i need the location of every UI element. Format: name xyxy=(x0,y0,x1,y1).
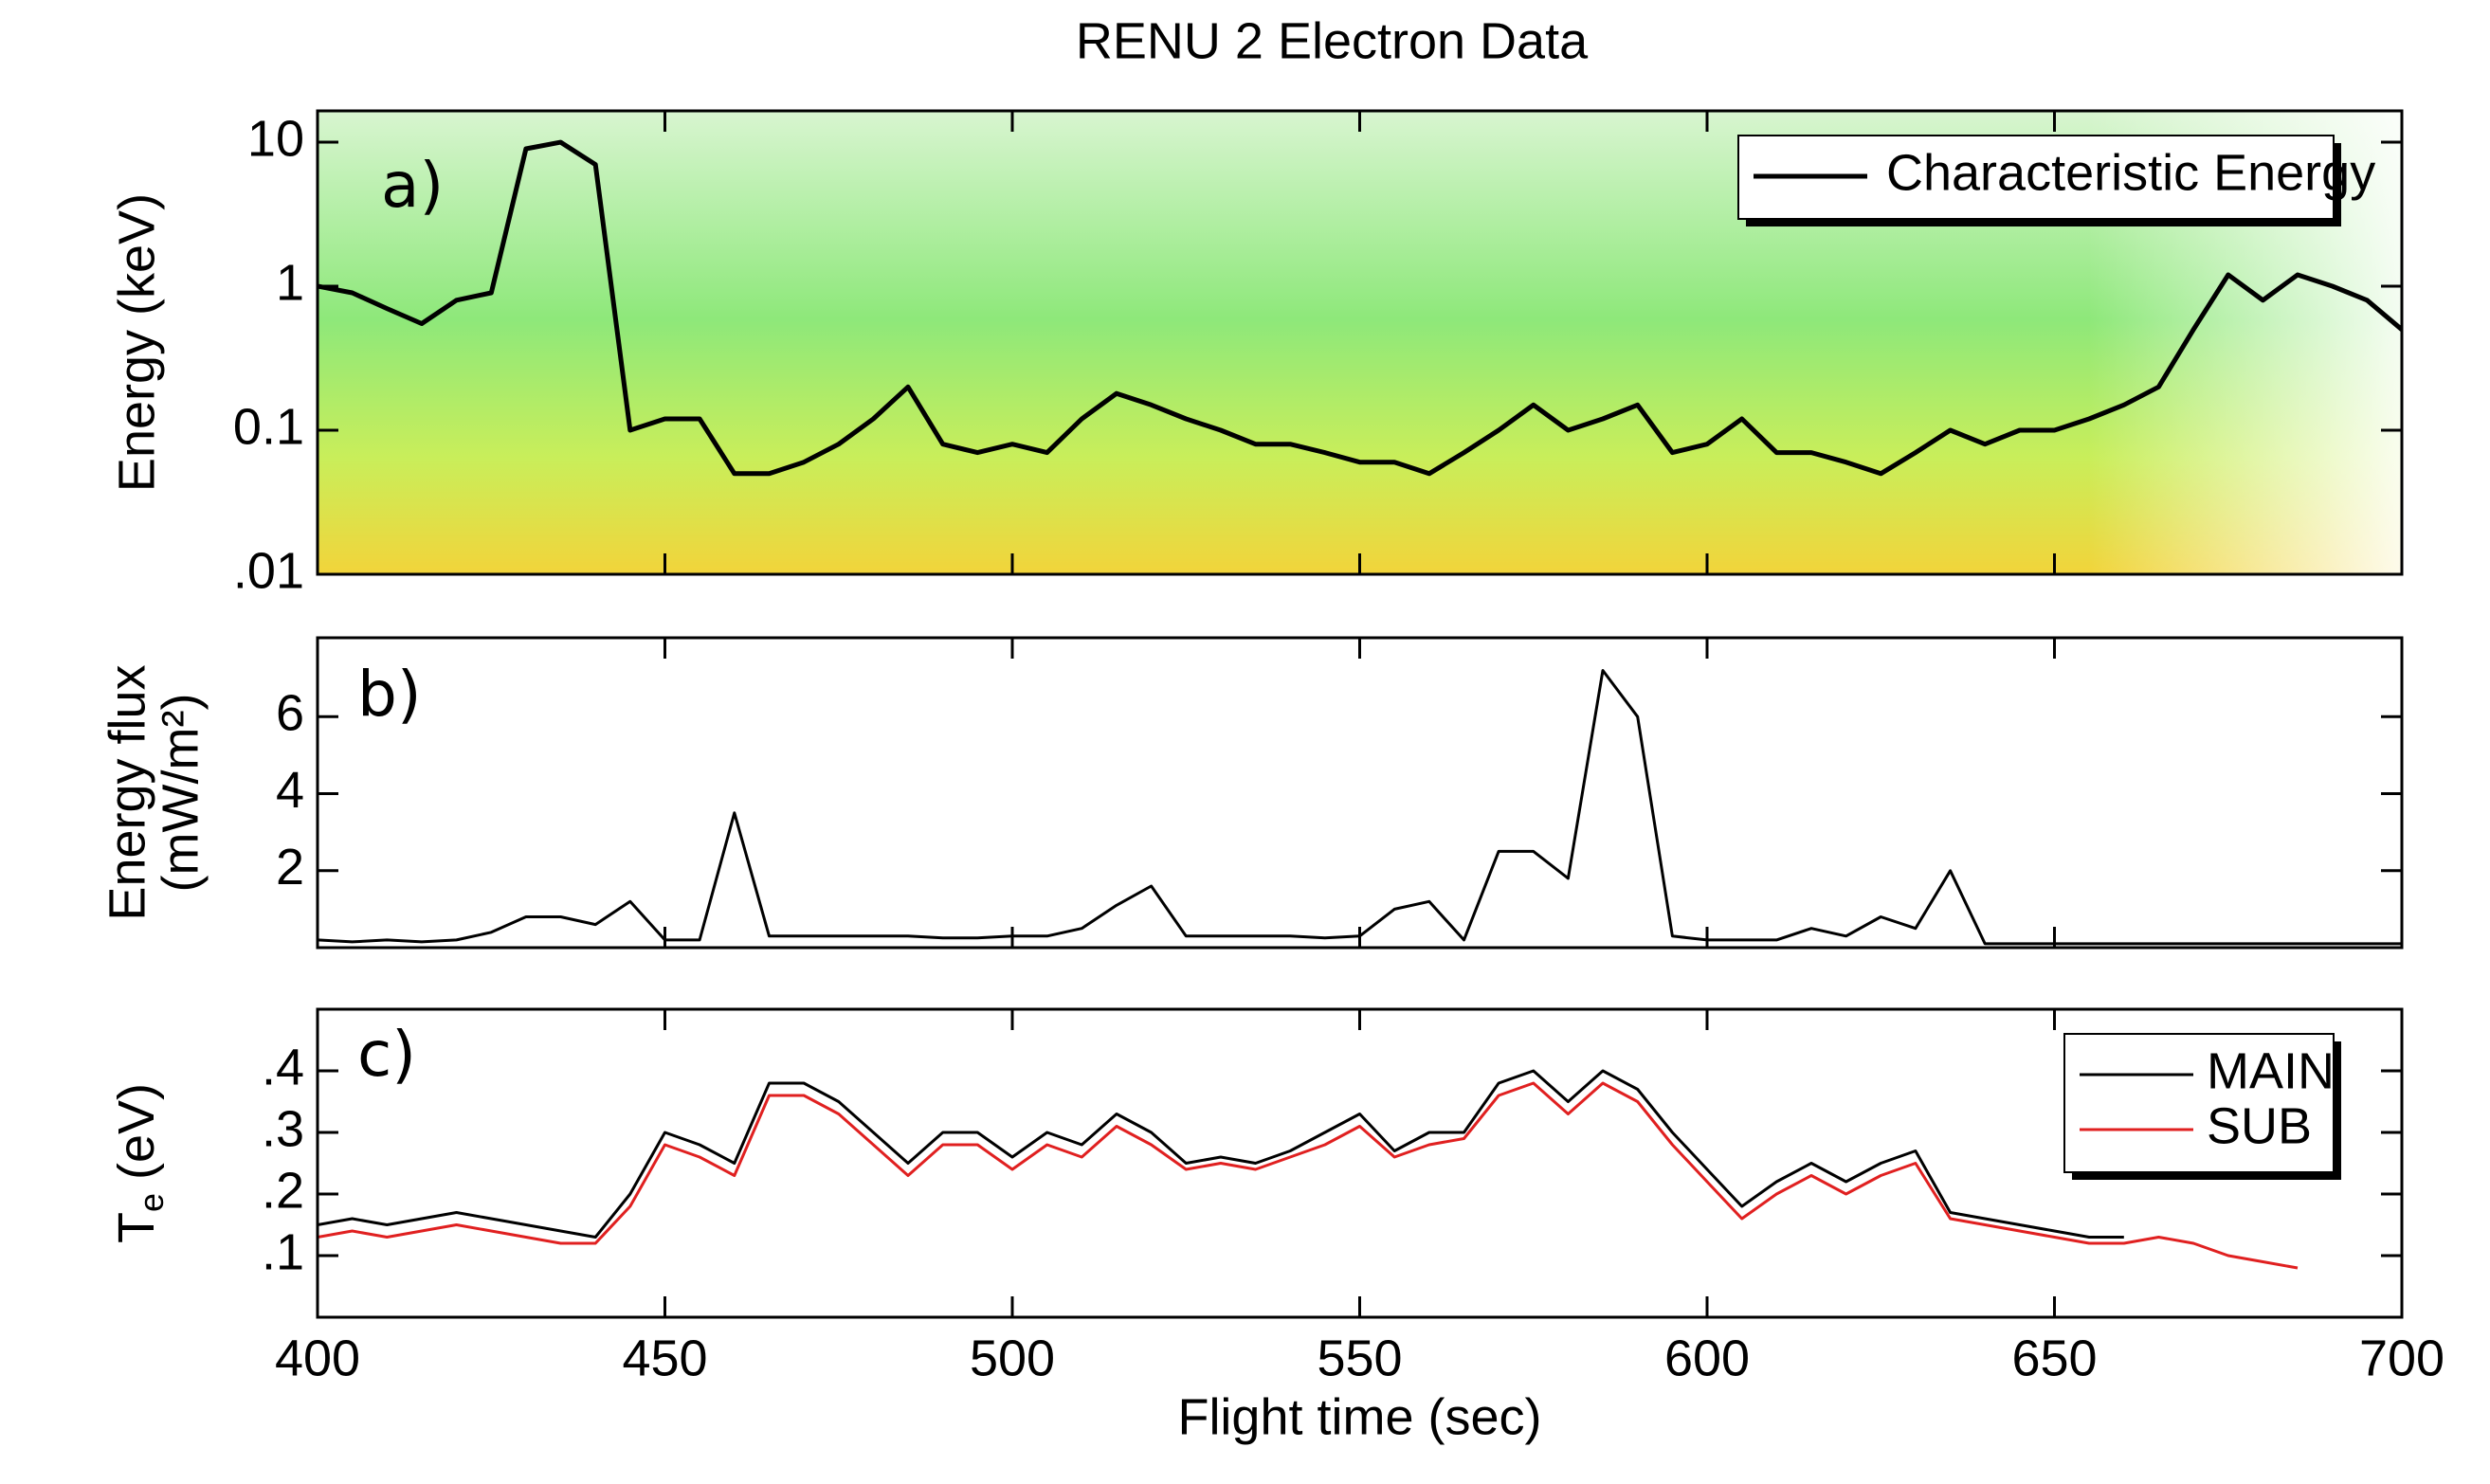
plot-area xyxy=(318,1069,2299,1270)
y-axis-label-part: e xyxy=(132,1193,171,1212)
panel-label: b) xyxy=(357,658,422,731)
y-tick-label: 6 xyxy=(276,685,304,742)
y-tick-label: .1 xyxy=(262,1223,304,1280)
plots: 10 1 0.1 .01 a) Energy (keV) Characteristic En… xyxy=(99,109,2445,1445)
x-tick-label: 500 xyxy=(970,1330,1055,1386)
plot-area xyxy=(318,669,2402,946)
legend-label: Characteristic Energy xyxy=(1886,144,2375,201)
y-tick-label: 1 xyxy=(276,254,304,311)
chart-title: RENU 2 Electron Data xyxy=(1076,12,1589,69)
plot-area xyxy=(318,139,2402,477)
y-axis-label: (mW/m²) xyxy=(152,694,209,893)
y-tick-label: 10 xyxy=(247,110,304,167)
x-tick-label: 700 xyxy=(2359,1330,2445,1386)
y-tick-label: .3 xyxy=(262,1100,304,1157)
plot-frame xyxy=(316,109,2404,576)
x-tick-label: 600 xyxy=(1664,1330,1750,1386)
plot-frame xyxy=(316,1007,2404,1319)
y-axis-label: Te (eV) xyxy=(108,1083,170,1243)
x-tick-label: 400 xyxy=(275,1330,360,1386)
y-tick-label: 0.1 xyxy=(233,398,304,455)
series-line xyxy=(318,139,2402,477)
series-line xyxy=(318,1081,2299,1270)
panel-label: a) xyxy=(381,149,444,222)
legend-label: MAIN xyxy=(2207,1042,2335,1099)
y-axis-label: Energy flux xyxy=(99,664,155,920)
legend-box xyxy=(2063,1033,2335,1173)
x-tick-label: 450 xyxy=(622,1330,707,1386)
series-line xyxy=(318,669,2402,946)
x-tick-label: 650 xyxy=(2011,1330,2097,1386)
y-tick-label: .2 xyxy=(262,1162,304,1219)
y-tick-label: .4 xyxy=(262,1039,304,1095)
y-axis-label-part: T xyxy=(108,1212,165,1243)
y-tick-label: 4 xyxy=(276,762,304,819)
legend-label: SUB xyxy=(2207,1097,2312,1154)
panel-label: c) xyxy=(357,1018,416,1091)
y-tick-label: 2 xyxy=(276,839,304,896)
y-tick-label: .01 xyxy=(233,542,304,599)
x-axis-label: Flight time (sec) xyxy=(1177,1388,1541,1445)
series-line xyxy=(318,1069,2124,1239)
y-axis-label: Energy (keV) xyxy=(108,193,165,492)
y-axis-label-part: (eV) xyxy=(108,1083,165,1180)
x-tick-label: 550 xyxy=(1317,1330,1402,1386)
plot-frame xyxy=(316,636,2404,950)
